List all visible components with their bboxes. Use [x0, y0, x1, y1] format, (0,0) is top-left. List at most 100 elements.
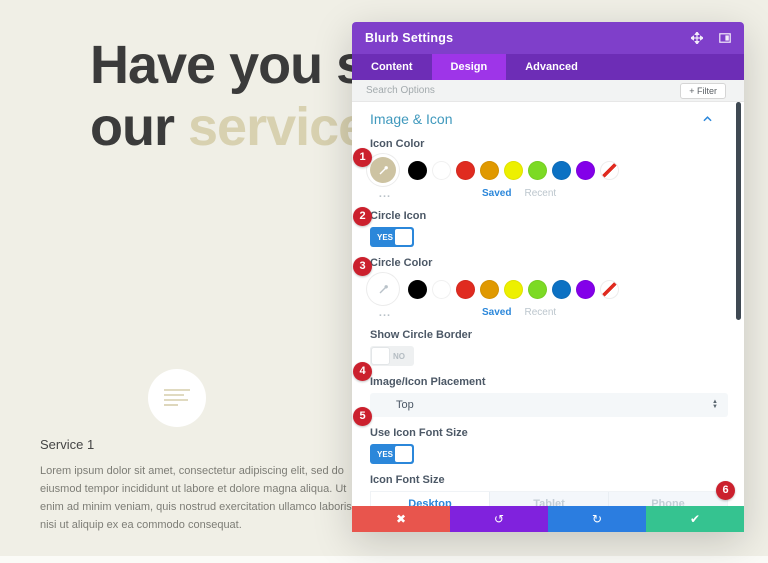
palette-swatch[interactable] [528, 160, 547, 180]
palette-swatch[interactable] [576, 279, 595, 299]
search-input[interactable]: Search Options [366, 85, 435, 96]
modal-body: Image & Icon Icon Color [352, 102, 744, 506]
field-icon-color: Icon Color ... S [370, 138, 726, 200]
device-tab-tablet[interactable]: Tablet [489, 492, 608, 506]
modal-tabbar: Content Design Advanced [352, 54, 744, 80]
recent-tab[interactable]: Recent [524, 188, 557, 199]
palette-swatch[interactable] [480, 279, 499, 299]
palette-swatch[interactable] [456, 160, 475, 180]
no-color-swatch[interactable] [600, 279, 619, 299]
circle-color-swatches [370, 274, 726, 304]
device-tab-desktop[interactable]: Desktop [371, 492, 489, 506]
palette-swatch[interactable] [576, 160, 595, 180]
field-use-icon-font-size: Use Icon Font Size YES [370, 427, 726, 464]
field-icon-font-size: Icon Font Size Desktop Tablet Phone [370, 474, 728, 506]
palette-swatch[interactable] [408, 279, 427, 299]
move-icon[interactable] [691, 32, 703, 44]
step-badge-2: 2 [353, 207, 372, 226]
modal-header-icons [691, 32, 731, 44]
no-color-swatch[interactable] [600, 160, 619, 180]
page-heading: Have you s our service [90, 34, 368, 158]
palette-swatch[interactable] [552, 279, 571, 299]
placement-selected-value: Top [396, 399, 414, 411]
toggle-knob [395, 446, 412, 462]
show-circle-border-label: Show Circle Border [370, 329, 473, 341]
field-circle-icon: Circle Icon YES [370, 210, 726, 247]
section-title: Image & Icon [370, 111, 453, 127]
palette-swatch[interactable] [552, 160, 571, 180]
circle-icon-label: Circle Icon [370, 210, 427, 222]
palette-swatch[interactable] [480, 160, 499, 180]
palette-swatch[interactable] [504, 279, 523, 299]
step-badge-6: 6 [716, 481, 735, 500]
palette-swatch[interactable] [432, 279, 451, 299]
tab-advanced[interactable]: Advanced [525, 61, 578, 73]
icon-color-current-swatch[interactable] [370, 157, 396, 183]
blurb-text-block: Service 1 Lorem ipsum dolor sit amet, co… [40, 437, 352, 534]
toggle-no-label: NO [393, 352, 405, 361]
step-badge-5: 5 [353, 407, 372, 426]
eyedropper-icon [379, 284, 388, 293]
icon-font-size-label: Icon Font Size [370, 474, 445, 486]
more-options-dots[interactable]: ... [378, 187, 392, 200]
blurb-settings-modal: Blurb Settings Content Design Advanced S… [352, 22, 744, 532]
select-arrows-icon: ▲ ▼ [712, 399, 718, 410]
section-image-and-icon[interactable]: Image & Icon [370, 110, 726, 128]
device-tabs: Desktop Tablet Phone [370, 491, 728, 506]
text-lines-icon [164, 389, 190, 406]
blurb-title: Service 1 [40, 437, 95, 452]
redo-button[interactable]: ↻ [548, 506, 646, 532]
palette-swatch[interactable] [504, 160, 523, 180]
undo-button[interactable]: ↺ [450, 506, 548, 532]
scrollbar-thumb[interactable] [736, 102, 741, 320]
icon-color-swatches [370, 155, 726, 185]
filter-button[interactable]: + Filter [680, 82, 726, 99]
blurb-icon-circle [148, 369, 206, 427]
blurb-body: Lorem ipsum dolor sit amet, consectetur … [40, 465, 352, 531]
show-circle-border-toggle[interactable]: NO [370, 346, 414, 366]
modal-header[interactable]: Blurb Settings [352, 22, 744, 54]
step-badge-3: 3 [353, 257, 372, 276]
modal-title: Blurb Settings [365, 31, 454, 45]
more-options-dots[interactable]: ... [378, 306, 392, 319]
chevron-up-icon [703, 116, 712, 122]
palette-swatch[interactable] [528, 279, 547, 299]
toggle-knob [395, 229, 412, 245]
save-button[interactable]: ✔ [646, 506, 744, 532]
saved-tab[interactable]: Saved [482, 307, 512, 318]
page-heading-line2-accent: service [188, 97, 368, 157]
icon-color-label: Icon Color [370, 138, 425, 150]
circle-color-more-row: ... Saved Recent [370, 306, 726, 319]
tab-content[interactable]: Content [371, 61, 413, 73]
dock-panel-icon[interactable] [719, 32, 731, 44]
page-heading-line2-dark: our [90, 97, 188, 157]
field-placement: Image/Icon Placement Top ▲ ▼ [370, 376, 728, 417]
toggle-yes-label: YES [377, 450, 394, 459]
step-badge-1: 1 [353, 148, 372, 167]
page-heading-line2: our service [90, 96, 368, 158]
circle-color-label: Circle Color [370, 257, 433, 269]
placement-select[interactable]: Top ▲ ▼ [370, 393, 728, 417]
circle-icon-toggle[interactable]: YES [370, 227, 414, 247]
use-icon-font-size-toggle[interactable]: YES [370, 444, 414, 464]
icon-color-more-row: ... Saved Recent [370, 187, 726, 200]
eyedropper-icon [379, 165, 388, 174]
circle-color-current-swatch[interactable] [370, 276, 396, 302]
palette-swatch[interactable] [456, 279, 475, 299]
modal-action-bar: ✖ ↺ ↻ ✔ [352, 506, 744, 532]
search-options-bar[interactable]: Search Options + Filter [352, 80, 744, 102]
placement-label: Image/Icon Placement [370, 376, 486, 388]
field-show-circle-border: Show Circle Border NO [370, 329, 726, 366]
use-icon-font-size-label: Use Icon Font Size [370, 427, 468, 439]
cancel-button[interactable]: ✖ [352, 506, 450, 532]
tab-design[interactable]: Design [431, 54, 507, 80]
device-tab-phone[interactable]: Phone [608, 492, 727, 506]
palette-swatch[interactable] [432, 160, 451, 180]
recent-tab[interactable]: Recent [524, 307, 557, 318]
page-heading-line1: Have you s [90, 35, 366, 95]
saved-tab[interactable]: Saved [482, 188, 512, 199]
palette-swatch[interactable] [408, 160, 427, 180]
toggle-yes-label: YES [377, 233, 394, 242]
step-badge-4: 4 [353, 362, 372, 381]
field-circle-color: Circle Color ... [370, 257, 726, 319]
